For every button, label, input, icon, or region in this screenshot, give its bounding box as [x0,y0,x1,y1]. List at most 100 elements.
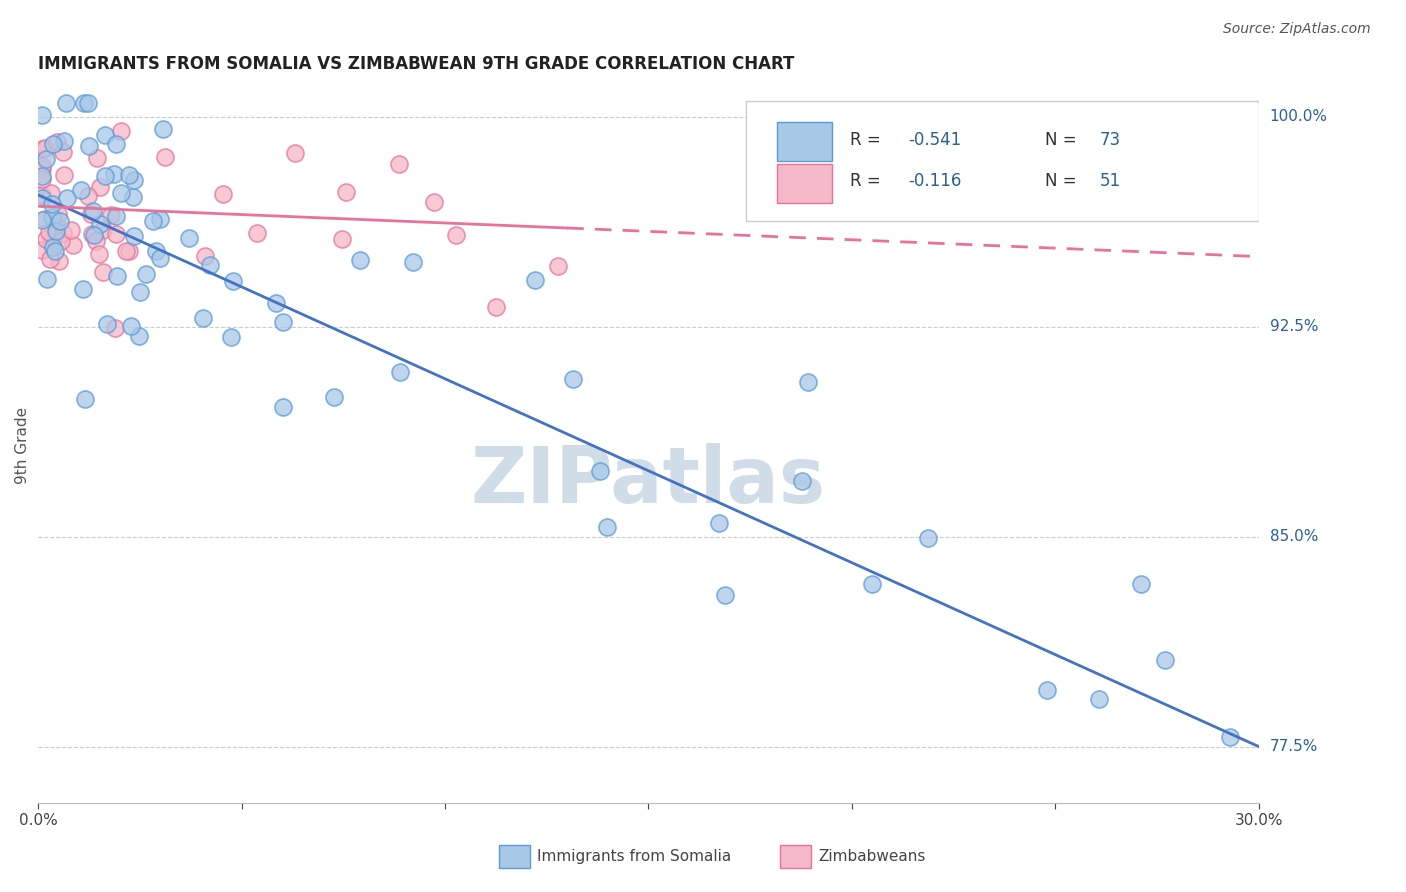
FancyBboxPatch shape [747,101,1258,220]
Point [153,150,176,164]
Point [1087,692,1109,706]
Point [91,223,114,237]
Point [349,253,371,268]
Point [1035,683,1057,698]
Point [523,273,546,287]
Point [53,168,76,182]
Point [1219,730,1241,744]
Text: R =: R = [849,172,886,190]
Point [31,243,53,257]
Text: R =: R = [849,131,886,149]
Point [114,244,136,259]
Point [31,161,53,176]
Point [547,259,569,273]
FancyBboxPatch shape [776,122,831,161]
Point [104,136,127,151]
Point [1129,577,1152,591]
Point [35,271,58,285]
Point [796,375,818,389]
Point [596,520,619,534]
Point [44,244,66,258]
Point [120,319,142,334]
Point [35,232,58,246]
Text: N =: N = [1045,172,1083,190]
Text: 77.5%: 77.5% [1270,739,1317,754]
Point [330,232,353,246]
Point [118,168,141,182]
Point [142,214,165,228]
Point [31,143,53,157]
Point [94,169,117,183]
Point [72,282,94,296]
Text: -0.116: -0.116 [908,172,962,190]
Point [41,210,63,224]
Point [105,227,128,242]
Point [39,237,62,252]
Point [198,259,221,273]
Point [714,588,737,602]
Point [73,95,96,110]
Point [38,225,60,239]
Text: IMMIGRANTS FROM SOMALIA VS ZIMBABWEAN 9TH GRADE CORRELATION CHART: IMMIGRANTS FROM SOMALIA VS ZIMBABWEAN 9T… [38,55,794,73]
Point [93,128,115,142]
Point [388,157,411,171]
Point [91,265,114,279]
Point [55,95,77,110]
Point [89,180,111,194]
Point [589,464,612,478]
Point [82,203,104,218]
Point [266,296,288,310]
Point [1153,653,1175,667]
Point [62,237,84,252]
Point [423,194,446,209]
Point [35,152,58,166]
Point [77,95,100,110]
Point [194,249,217,263]
Point [105,269,128,284]
Point [34,141,56,155]
Point [52,145,75,159]
Point [77,139,100,153]
Point [84,234,107,248]
Point [69,183,91,197]
Text: -0.541: -0.541 [908,131,962,149]
Point [48,254,70,268]
Point [31,212,53,227]
Point [149,212,172,227]
Text: ZIPatlas: ZIPatlas [471,443,825,519]
Point [335,185,357,199]
Text: Zimbabweans: Zimbabweans [818,849,925,863]
Point [51,234,73,248]
Point [86,151,108,165]
Point [128,285,150,300]
Point [73,392,96,407]
Point [87,247,110,261]
Point [31,188,53,202]
Point [245,226,267,240]
Point [49,214,72,228]
FancyBboxPatch shape [776,163,831,202]
Point [41,137,63,152]
Point [177,231,200,245]
Point [80,227,103,241]
Point [100,208,122,222]
Point [388,365,411,379]
Point [34,212,56,227]
Point [145,244,167,258]
Point [149,251,172,265]
Point [110,186,132,200]
Point [110,124,132,138]
Point [103,167,125,181]
Point [152,122,174,136]
Text: N =: N = [1045,131,1083,149]
Text: Immigrants from Somalia: Immigrants from Somalia [537,849,731,863]
Point [283,145,305,160]
Point [121,190,143,204]
Text: Source: ZipAtlas.com: Source: ZipAtlas.com [1223,22,1371,37]
Point [31,169,53,183]
Point [46,207,69,221]
Point [52,226,75,240]
Point [860,577,883,591]
Point [221,274,243,288]
Point [89,217,111,231]
